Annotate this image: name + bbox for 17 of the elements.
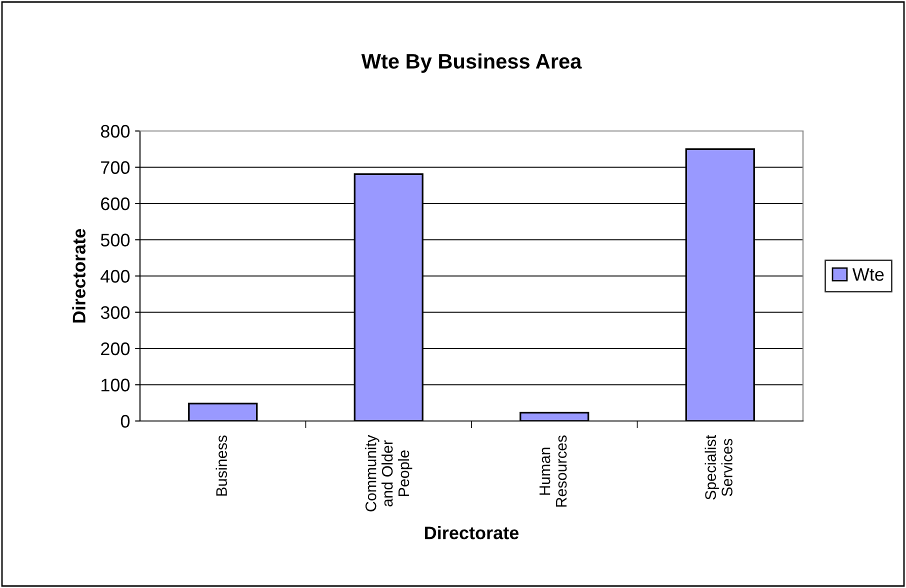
y-tick-label: 500 xyxy=(100,234,130,246)
x-tick-label: Human Resources xyxy=(540,435,567,507)
y-tick-label: 0 xyxy=(120,414,130,428)
y-tick-label: 800 xyxy=(100,124,130,138)
x-tick-label: Community and Older People xyxy=(365,434,412,512)
legend-label: Wte xyxy=(852,268,884,281)
y-tick-label: 700 xyxy=(101,161,130,174)
y-tick-label: 100 xyxy=(102,378,130,392)
chart-title: Wte By Business Area xyxy=(361,53,582,73)
y-tick-label: 400 xyxy=(100,270,130,283)
y-tick-label: 600 xyxy=(101,197,130,210)
x-tick-label: Business xyxy=(216,435,227,496)
y-axis-title: Directorate xyxy=(72,228,86,322)
x-tick-label: Specialist Services xyxy=(704,435,732,500)
x-axis-title: Directorate xyxy=(425,526,519,540)
y-tick-label: 200 xyxy=(101,342,130,356)
y-tick-label: 300 xyxy=(100,306,130,319)
